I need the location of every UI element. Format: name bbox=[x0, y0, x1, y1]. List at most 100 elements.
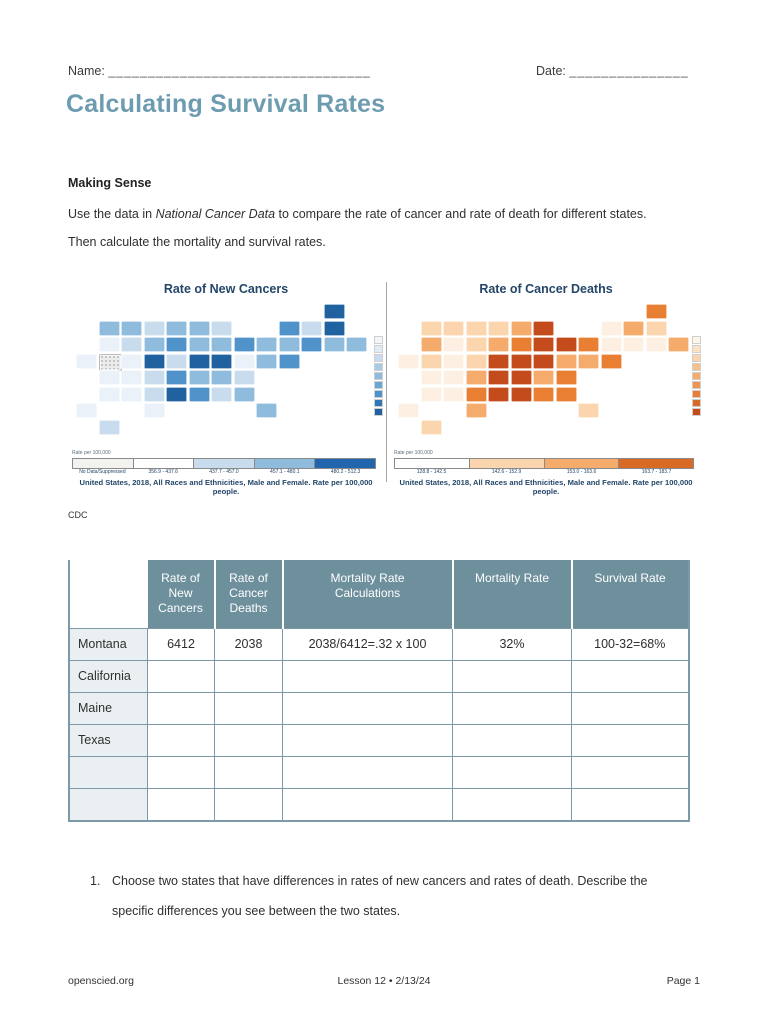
state-NV bbox=[420, 353, 442, 369]
name-blank-line: _________________________________ bbox=[108, 64, 371, 78]
data-cell bbox=[282, 659, 453, 693]
footer-site: openscied.org bbox=[68, 975, 134, 987]
state-NE bbox=[143, 353, 165, 369]
state-ND bbox=[143, 320, 165, 336]
state-OK bbox=[465, 386, 487, 402]
state-NH bbox=[323, 320, 345, 336]
data-cell bbox=[452, 659, 572, 693]
ramp-swatch bbox=[692, 336, 701, 344]
state-NC bbox=[533, 370, 554, 385]
data-cell: 6412 bbox=[147, 627, 215, 661]
legend-scale-note: Rate per 100,000 bbox=[72, 450, 111, 456]
state-SD bbox=[143, 337, 165, 352]
data-cell: 32% bbox=[452, 627, 572, 661]
state-GA bbox=[555, 386, 577, 402]
state-OH bbox=[233, 337, 255, 352]
question-1: 1. Choose two states that have differenc… bbox=[90, 866, 710, 926]
map-title-new-cancers: Rate of New Cancers bbox=[163, 282, 289, 296]
state-IL bbox=[510, 337, 532, 352]
legend-segment bbox=[619, 459, 693, 468]
map-title-cancer-deaths: Rate of Cancer Deaths bbox=[479, 282, 613, 296]
state-IA bbox=[166, 337, 187, 352]
source-credit: CDC bbox=[68, 510, 88, 520]
state-IN bbox=[533, 337, 554, 352]
state-DE bbox=[278, 353, 300, 369]
legend-range-label: 457.1 - 480.1 bbox=[270, 469, 300, 475]
state-MA bbox=[323, 337, 345, 352]
state-AZ bbox=[420, 386, 442, 402]
state-WY bbox=[121, 353, 142, 369]
name-date-row: Name: _________________________________ … bbox=[68, 64, 700, 78]
table-row bbox=[68, 755, 689, 789]
ramp-swatch bbox=[692, 399, 701, 407]
state-FL bbox=[256, 403, 277, 418]
data-cell: 2038 bbox=[214, 627, 283, 661]
state-VA bbox=[233, 353, 255, 369]
legend-range-label: 437.7 - 457.0 bbox=[209, 469, 239, 475]
data-cell bbox=[282, 691, 453, 725]
legend-range-label: 153.0 - 163.6 bbox=[566, 469, 597, 475]
state-VT bbox=[301, 320, 322, 336]
ramp-swatch bbox=[374, 390, 383, 398]
state-ND bbox=[465, 320, 487, 336]
survival-rate-table: Rate of New Cancers Rate of Cancer Deaths Mort… bbox=[68, 560, 690, 822]
footer-page-number: Page 1 bbox=[666, 975, 700, 987]
data-cell bbox=[214, 659, 283, 693]
map-caption: United States, 2018, All Races and Ethni… bbox=[79, 478, 373, 496]
state-ID bbox=[121, 337, 142, 352]
state-NJ bbox=[600, 337, 622, 352]
legend-labels: 128.8 - 142.5 142.6 - 152.9 153.0 - 163.6 1… bbox=[394, 469, 694, 475]
mini-color-ramp bbox=[374, 336, 383, 417]
state-OR bbox=[420, 337, 442, 352]
legend-segment bbox=[254, 459, 316, 468]
legend-range-label: 163.7 - 183.7 bbox=[641, 469, 672, 475]
state-RI bbox=[346, 337, 367, 352]
state-NY bbox=[600, 320, 622, 336]
table-header-cell: Rate of Cancer Deaths bbox=[213, 560, 283, 628]
state-RI bbox=[668, 337, 689, 352]
ramp-swatch bbox=[692, 408, 701, 416]
state-ME bbox=[323, 304, 345, 319]
map-tiles bbox=[398, 304, 698, 438]
ramp-swatch bbox=[374, 372, 383, 380]
state-HI bbox=[420, 419, 442, 435]
ramp-swatch bbox=[374, 399, 383, 407]
state-KS bbox=[465, 370, 487, 385]
state-CT bbox=[301, 337, 322, 352]
state-OR bbox=[98, 337, 120, 352]
state-NM bbox=[443, 386, 464, 402]
data-cell bbox=[214, 755, 283, 789]
data-cell bbox=[571, 691, 689, 725]
data-cell bbox=[282, 787, 453, 821]
state-MT bbox=[443, 320, 464, 336]
data-cell bbox=[147, 659, 215, 693]
table-row: Montana 6412 2038 2038/6412=.32 x 100 32% 100… bbox=[68, 627, 689, 661]
state-CA bbox=[76, 353, 97, 369]
data-cell bbox=[571, 723, 689, 757]
state-OH bbox=[555, 337, 577, 352]
state-AL bbox=[533, 386, 554, 402]
state-cell: Texas bbox=[68, 723, 148, 757]
page-title: Calculating Survival Rates bbox=[66, 90, 386, 118]
section-heading: Making Sense bbox=[68, 176, 152, 190]
page-footer: openscied.org Lesson 12 • 2/13/24 Page 1 bbox=[68, 975, 700, 987]
state-TN bbox=[188, 370, 210, 385]
state-AR bbox=[488, 370, 509, 385]
state-ID bbox=[443, 337, 464, 352]
state-NC bbox=[211, 370, 232, 385]
map-panel: Rate of New Cancers Rate per 100,000 No … bbox=[68, 278, 384, 503]
legend-segment bbox=[469, 459, 545, 468]
state-MD bbox=[578, 353, 599, 369]
ramp-swatch bbox=[374, 336, 383, 344]
state-OK bbox=[143, 386, 165, 402]
table-header-cell: Rate of New Cancers bbox=[147, 560, 215, 628]
state-AK bbox=[398, 403, 419, 418]
state-AR bbox=[166, 370, 187, 385]
map-panel: Rate of Cancer Deaths Rate per 100,000 1… bbox=[390, 278, 702, 503]
intro-text-suffix: to compare the rate of cancer and rate o… bbox=[275, 207, 647, 221]
data-cell bbox=[214, 787, 283, 821]
state-IL bbox=[188, 337, 210, 352]
table-header-blank bbox=[69, 560, 148, 628]
state-NV bbox=[98, 353, 122, 371]
footer-lesson: Lesson 12 • 2/13/24 bbox=[337, 975, 431, 987]
